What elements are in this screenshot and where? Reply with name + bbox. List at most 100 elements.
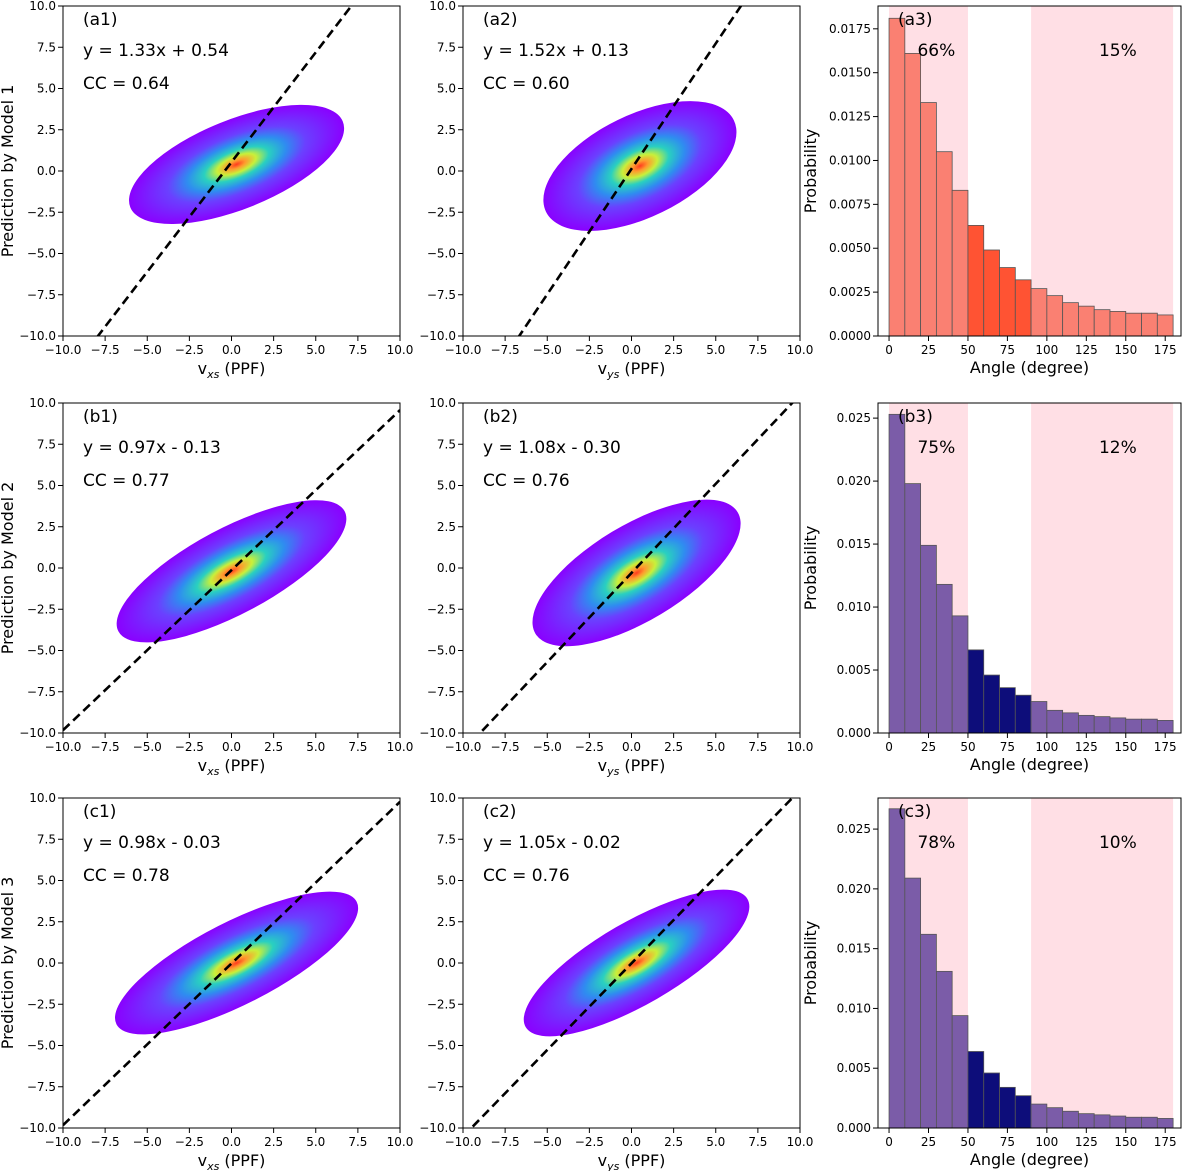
y-tick-label: −7.5 [27,685,56,699]
y-tick-label: 0.0050 [829,241,871,255]
histogram-bar [1062,302,1079,336]
x-tick-label: 10.0 [787,1135,814,1149]
y-tick-label: 5.0 [437,82,456,96]
y-tick-label: 0.0 [37,956,56,970]
y-tick-label: −2.5 [27,997,56,1011]
y-tick-label: 0.025 [837,822,871,836]
panel-a2: −10.0 −7.5 −5.0 −2.5 0.0 2.5 5.0 7.5 10.0 −10.0 −7… [419,0,813,381]
y-tick-label: 7.5 [437,40,456,54]
histogram-bar [904,483,922,733]
y-tick-label: −5.0 [427,1039,456,1053]
fit-line [469,798,795,1128]
fit-equation: y = 1.52x + 0.13 [483,41,629,61]
x-tick-label: −10.0 [45,1135,82,1149]
histogram-bar [1156,720,1174,733]
axes-frame [62,5,401,337]
y-tick-label: 0.0100 [829,153,871,167]
fit-equation: y = 1.33x + 0.54 [83,41,229,61]
x-tick-label: 25 [921,343,936,357]
histogram-bar [999,687,1016,733]
y-tick-label: 10.0 [429,791,456,805]
x-axis-label: Angle (degree) [970,755,1089,774]
y-tick-label: 0.0000 [829,329,871,343]
y-tick-label: −7.5 [27,288,56,302]
x-tick-label: 75 [1000,1135,1015,1149]
y-tick-label: −2.5 [27,205,56,219]
x-tick-label: −7.5 [91,740,120,754]
x-tick-label: 0.0 [222,740,241,754]
y-tick-label: 2.5 [437,915,456,929]
percent-high-angle: 15% [1099,41,1137,61]
x-tick-label: 5.0 [306,343,325,357]
y-tick-label: 0.0150 [829,66,871,80]
histogram-bar [1030,701,1048,733]
axes-frame [62,402,401,734]
x-tick-label: 175 [1154,343,1177,357]
y-tick-label: −7.5 [427,288,456,302]
x-tick-label: 25 [921,740,936,754]
histogram-bar [935,583,953,733]
x-tick-label: 175 [1154,1135,1177,1149]
histogram-bar [1014,279,1032,336]
x-tick-label: 125 [1075,1135,1098,1149]
density-cloud [532,499,741,647]
panel-a1: −10.0 −7.5 −5.0 −2.5 0.0 2.5 5.0 7.5 10.0 −10.0 −7… [0,0,413,381]
y-tick-label: 5.0 [437,874,456,888]
histogram-bar [920,544,937,733]
y-tick-label: −10.0 [419,726,456,740]
panel-b2: −10.0 −7.5 −5.0 −2.5 0.0 2.5 5.0 7.5 10.0 −10.0 −7… [419,396,813,778]
y-axis-label: Prediction by Model 2 [0,482,17,655]
histogram-bar [935,970,953,1128]
x-tick-label: 10.0 [387,1135,414,1149]
histogram-bar [1141,312,1158,336]
x-tick-label: −2.5 [175,1135,204,1149]
x-tick-label: −2.5 [575,740,604,754]
histogram-bar [920,933,937,1128]
y-tick-label: −7.5 [427,685,456,699]
x-tick-label: −2.5 [175,343,204,357]
y-tick-label: 0.0 [437,164,456,178]
y-axis-label: Probability [801,921,820,1006]
shaded-angle-range [1031,403,1174,733]
x-tick-label: −5.0 [533,740,562,754]
percent-low-angle: 75% [917,438,955,458]
panel-label: (c2) [483,802,516,822]
panel-c1: −10.0 −7.5 −5.0 −2.5 0.0 2.5 5.0 7.5 10.0 −10.0 −7… [0,791,413,1171]
y-tick-label: 0.0 [37,164,56,178]
x-axis-label: vxs (PPF) [198,359,266,381]
y-tick-label: −10.0 [19,329,56,343]
axes-frame [462,5,801,337]
histogram-bar [967,225,985,336]
x-tick-label: 5.0 [706,740,725,754]
x-tick-label: −7.5 [491,740,520,754]
x-tick-label: 100 [1035,343,1058,357]
y-tick-label: 7.5 [437,437,456,451]
x-tick-label: 0 [885,343,893,357]
y-tick-label: 0.0 [37,561,56,575]
x-tick-label: −2.5 [575,1135,604,1149]
histogram-bar [983,1072,1000,1128]
correlation-coefficient: CC = 0.76 [483,866,570,886]
histogram-bar [920,102,937,336]
x-tick-label: 25 [921,1135,936,1149]
percent-high-angle: 12% [1099,438,1137,458]
fit-equation: y = 1.08x - 0.30 [483,438,621,458]
histogram-bar [1141,718,1158,733]
histogram-bar [1046,295,1064,336]
panel-c3: 0 25 50 75 100 125 150 175 0.000 0.005 0.010 0.015 0… [801,797,1182,1169]
x-tick-label: −10.0 [45,343,82,357]
percent-high-angle: 10% [1099,833,1137,853]
histogram-bar [1156,314,1174,336]
y-tick-label: 0.0 [437,561,456,575]
y-tick-label: −2.5 [427,205,456,219]
y-tick-label: −7.5 [27,1080,56,1094]
x-axis-label: vys (PPF) [598,756,666,778]
panel-label: (b2) [483,407,518,427]
x-tick-label: −7.5 [91,343,120,357]
histogram-bar [1093,1114,1111,1128]
y-tick-label: 10.0 [29,0,56,13]
shaded-angle-range [1031,6,1174,336]
x-tick-label: 7.5 [348,740,367,754]
histogram-bar [951,615,969,733]
x-tick-label: −5.0 [533,1135,562,1149]
